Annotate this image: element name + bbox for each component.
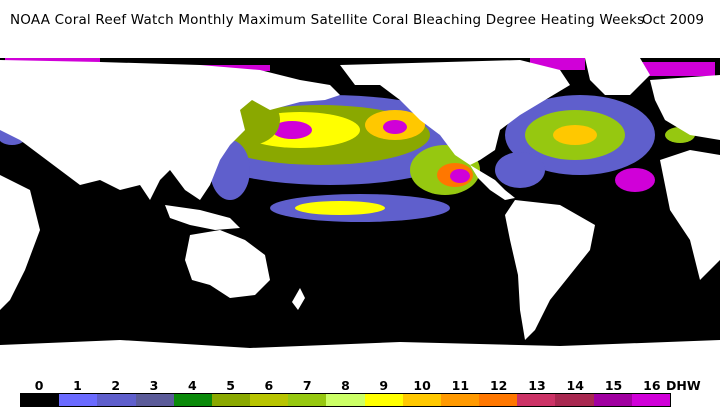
legend-swatch <box>479 394 518 406</box>
africa-east <box>660 150 720 280</box>
legend-swatch <box>97 394 136 406</box>
legend-tick-label: 15 <box>604 378 623 393</box>
greenland <box>585 58 650 95</box>
europe <box>650 75 720 140</box>
legend-color-bar <box>20 393 671 407</box>
antarctica <box>0 340 720 360</box>
legend-tick-label: 6 <box>264 378 274 393</box>
legend-unit: DHW <box>666 378 701 393</box>
legend-swatch <box>593 394 632 406</box>
legend-tick-label: 14 <box>566 378 584 393</box>
australia <box>185 230 270 298</box>
title-bar: NOAA Coral Reef Watch Monthly Maximum Sa… <box>0 0 720 40</box>
legend-swatch <box>59 394 98 406</box>
legend-swatch <box>135 394 174 406</box>
new-zealand <box>292 288 305 310</box>
legend-tick-label: 8 <box>341 378 350 393</box>
legend-tick-label: 12 <box>489 378 508 393</box>
south-america <box>505 200 595 340</box>
legend-swatch <box>211 394 251 406</box>
land <box>0 40 720 360</box>
legend-swatch <box>173 394 212 406</box>
dhw-legend: 0 1 2 3 4 5 6 7 8 9 10 11 12 13 14 15 16 DHW <box>0 370 720 411</box>
legend-tick-label: 3 <box>149 378 159 393</box>
legend-swatch <box>631 394 670 406</box>
north-america <box>340 60 570 165</box>
legend-tick-label: 5 <box>226 378 235 393</box>
legend-tick-label: 16 <box>643 378 661 393</box>
map-title: NOAA Coral Reef Watch Monthly Maximum Sa… <box>10 12 645 28</box>
africa-west <box>0 175 40 310</box>
legend-tick-label: 2 <box>111 378 121 393</box>
legend-swatch <box>555 394 594 406</box>
arctic-land <box>0 40 720 58</box>
legend-tick-label: 9 <box>379 378 389 393</box>
dhw-world-map <box>0 40 720 360</box>
legend-swatch <box>288 394 327 406</box>
legend-tick-label: 4 <box>187 378 197 393</box>
legend-swatch <box>402 394 441 406</box>
legend-tick-label: 0 <box>34 378 44 393</box>
legend-swatch <box>250 394 289 406</box>
legend-swatch <box>517 394 556 406</box>
legend-swatch <box>364 394 403 406</box>
legend-tick-label: 1 <box>73 378 82 393</box>
legend-swatch <box>326 394 365 406</box>
legend-tick-label: 11 <box>451 378 470 393</box>
legend-swatch <box>21 394 60 406</box>
eurasia <box>0 60 340 200</box>
legend-tick-label: 10 <box>413 378 431 393</box>
central-america <box>470 165 515 200</box>
indonesia <box>165 205 240 230</box>
legend-tick-label: 13 <box>528 378 546 393</box>
legend-tick-label: 7 <box>302 378 312 393</box>
map-date: Oct 2009 <box>642 12 704 28</box>
legend-swatch <box>440 394 480 406</box>
